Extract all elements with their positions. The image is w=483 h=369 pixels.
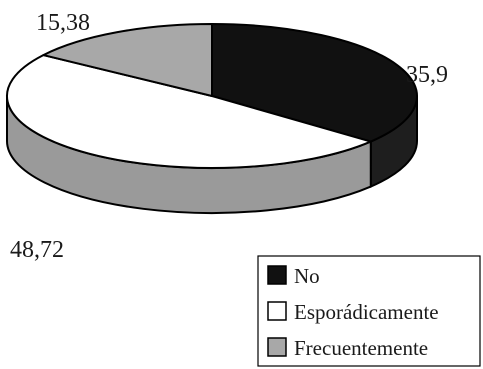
legend-item-frecuentemente: Frecuentemente	[267, 336, 428, 360]
legend-label-esporadicamente: Esporádicamente	[294, 300, 439, 324]
legend-label-no: No	[294, 264, 320, 288]
legend-item-no: No	[267, 264, 320, 288]
legend-swatch-frecuentemente	[267, 337, 287, 357]
legend: No Esporádicamente Frecuentemente	[257, 255, 481, 367]
legend-label-frecuentemente: Frecuentemente	[294, 336, 428, 360]
legend-item-esporadicamente: Esporádicamente	[267, 300, 439, 324]
legend-swatch-no	[267, 265, 287, 285]
legend-swatch-esporadicamente	[267, 301, 287, 321]
data-label-frecuentemente: 15,38	[36, 10, 90, 36]
data-label-esporadicamente: 48,72	[10, 237, 64, 263]
data-label-no: 35,9	[406, 62, 448, 88]
pie-slice-esporadicamente	[6, 54, 372, 169]
legend-box	[257, 255, 481, 367]
pie-slice-no	[211, 23, 418, 143]
pie-slice-frecuentemente	[42, 23, 213, 97]
pie-top	[6, 23, 418, 169]
